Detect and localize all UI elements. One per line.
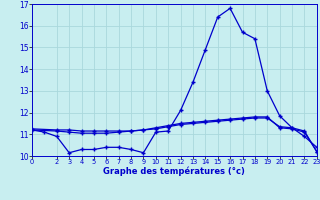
X-axis label: Graphe des températures (°c): Graphe des températures (°c) [103,167,245,176]
